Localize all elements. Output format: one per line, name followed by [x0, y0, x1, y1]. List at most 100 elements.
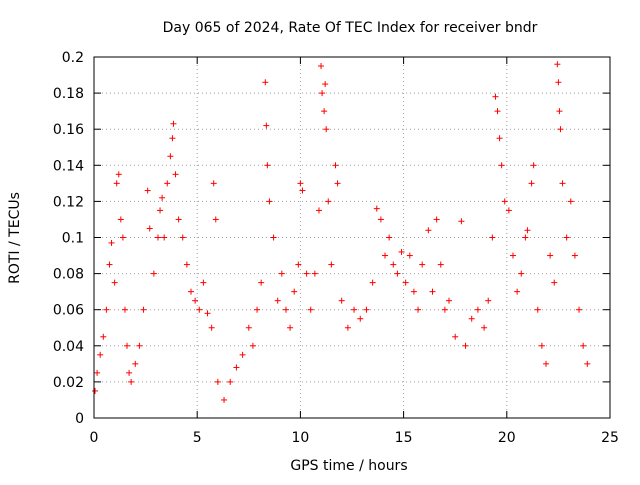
- data-point: [263, 122, 270, 129]
- data-point: [377, 216, 384, 223]
- data-point: [266, 198, 273, 205]
- data-point: [274, 297, 281, 304]
- data-point: [111, 279, 118, 286]
- data-point: [121, 306, 128, 313]
- data-point: [214, 378, 221, 385]
- data-point: [239, 351, 246, 358]
- data-point: [344, 324, 351, 331]
- data-point: [128, 378, 135, 385]
- y-tick-label: 0.18: [53, 86, 84, 102]
- data-point: [299, 187, 306, 194]
- y-tick-label: 0.04: [53, 339, 84, 355]
- data-point: [258, 279, 265, 286]
- data-point: [580, 342, 587, 349]
- y-tick-label: 0.14: [53, 158, 84, 174]
- data-point: [584, 360, 591, 367]
- data-point: [192, 297, 199, 304]
- data-point: [144, 187, 151, 194]
- data-point: [505, 207, 512, 214]
- tick-labels: 0 0.02 0.04 0.06 0.08 0.1 0.12 0.14 0.16 0.18 0.2 0…: [53, 50, 619, 446]
- data-point: [514, 288, 521, 295]
- data-point: [458, 218, 465, 225]
- x-tick-label: 0: [90, 430, 99, 446]
- data-point: [319, 90, 326, 97]
- data-point: [551, 279, 558, 286]
- data-point: [136, 342, 143, 349]
- data-point: [97, 351, 104, 358]
- data-point: [221, 396, 228, 403]
- data-point: [563, 234, 570, 241]
- data-point: [452, 333, 459, 340]
- data-point: [208, 324, 215, 331]
- data-point: [555, 79, 562, 86]
- data-point: [402, 279, 409, 286]
- data-point: [108, 239, 115, 246]
- data-point: [559, 180, 566, 187]
- data-point: [498, 162, 505, 169]
- data-point: [264, 162, 271, 169]
- data-point: [351, 306, 358, 313]
- grid: [94, 57, 610, 418]
- y-tick-label: 0.02: [53, 375, 84, 391]
- axis-ticks: [93, 56, 611, 419]
- data-point: [322, 81, 329, 88]
- data-point: [318, 63, 325, 70]
- y-tick-label: 0.1: [62, 231, 84, 247]
- data-point: [132, 360, 139, 367]
- data-point: [576, 306, 583, 313]
- data-point: [210, 180, 217, 187]
- data-point: [425, 227, 432, 234]
- data-point: [328, 261, 335, 268]
- data-point: [390, 261, 397, 268]
- x-tick-label: 10: [291, 430, 309, 446]
- data-point: [117, 216, 124, 223]
- data-point: [233, 364, 240, 371]
- data-point: [334, 180, 341, 187]
- data-point: [530, 162, 537, 169]
- data-point: [119, 234, 126, 241]
- data-point: [547, 252, 554, 259]
- data-point: [196, 306, 203, 313]
- data-point: [303, 270, 310, 277]
- data-point: [373, 205, 380, 212]
- data-point: [357, 315, 364, 322]
- data-point: [325, 198, 332, 205]
- data-point: [179, 234, 186, 241]
- data-point: [567, 198, 574, 205]
- data-point: [315, 207, 322, 214]
- data-point: [150, 270, 157, 277]
- data-point: [462, 342, 469, 349]
- x-tick-label: 20: [498, 430, 516, 446]
- data-point: [200, 279, 207, 286]
- data-point: [509, 252, 516, 259]
- data-point: [518, 270, 525, 277]
- data-point: [321, 108, 328, 115]
- data-point: [556, 108, 563, 115]
- data-point: [146, 225, 153, 232]
- chart-title: Day 065 of 2024, Rate Of TEC Index for r…: [163, 20, 538, 36]
- data-point: [262, 79, 269, 86]
- data-point: [338, 297, 345, 304]
- data-point: [398, 248, 405, 255]
- data-point: [485, 297, 492, 304]
- data-point: [282, 306, 289, 313]
- data-point: [172, 171, 179, 178]
- y-tick-label: 0.08: [53, 267, 84, 283]
- data-point: [496, 135, 503, 142]
- data-point: [140, 306, 147, 313]
- data-point: [441, 306, 448, 313]
- data-point: [524, 227, 531, 234]
- y-tick-label: 0.2: [62, 50, 84, 66]
- data-point: [100, 333, 107, 340]
- data-point: [94, 369, 101, 376]
- data-point: [183, 261, 190, 268]
- x-axis-label: GPS time / hours: [290, 458, 407, 474]
- data-point: [92, 387, 99, 394]
- data-point: [175, 216, 182, 223]
- data-points: [92, 61, 591, 403]
- data-point: [106, 261, 113, 268]
- data-point: [126, 369, 133, 376]
- data-point: [382, 252, 389, 259]
- data-point: [468, 315, 475, 322]
